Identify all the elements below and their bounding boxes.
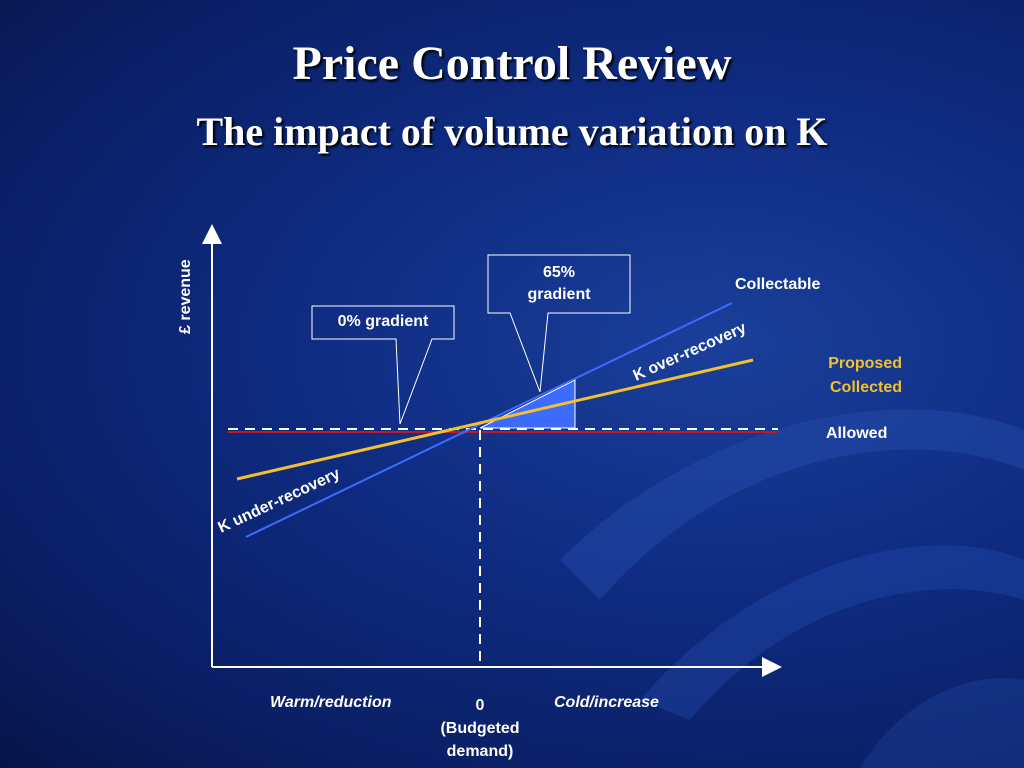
x-label-budgeted-line2: demand) — [446, 743, 514, 760]
x-label-budgeted-line1: (Budgeted — [440, 720, 520, 737]
proposed-label-line2: Collected — [829, 379, 902, 396]
k-under-recovery-label: K under-recovery — [216, 465, 343, 536]
callout-zero-gradient-text: 0% gradient — [312, 311, 454, 333]
allowed-label: Allowed — [826, 425, 888, 442]
proposed-collected-label: Proposed Collected — [800, 352, 902, 400]
proposed-label-line1: Proposed — [828, 355, 902, 372]
x-label-zero: 0 — [475, 697, 485, 714]
x-label-cold: Cold/increase — [554, 694, 659, 711]
callout-65-gradient — [487, 254, 631, 393]
x-label-budgeted: 0 (Budgeted demand) — [420, 694, 540, 763]
proposed-collected-line — [236, 358, 754, 481]
callout-zero-gradient-label: 0% gradient — [337, 313, 429, 330]
callout-65-line1: 65% — [542, 264, 576, 281]
page-title: Price Control Review — [292, 37, 732, 90]
callout-65-line2: gradient — [527, 286, 591, 303]
collectable-label: Collectable — [735, 276, 821, 293]
callout-zero-gradient — [311, 305, 455, 425]
x-label-warm: Warm/reduction — [270, 694, 392, 711]
y-axis-label: £ revenue — [177, 259, 194, 334]
page-subtitle: The impact of volume variation on K — [196, 109, 828, 154]
callout-65-gradient-text: 65% gradient — [488, 262, 630, 306]
